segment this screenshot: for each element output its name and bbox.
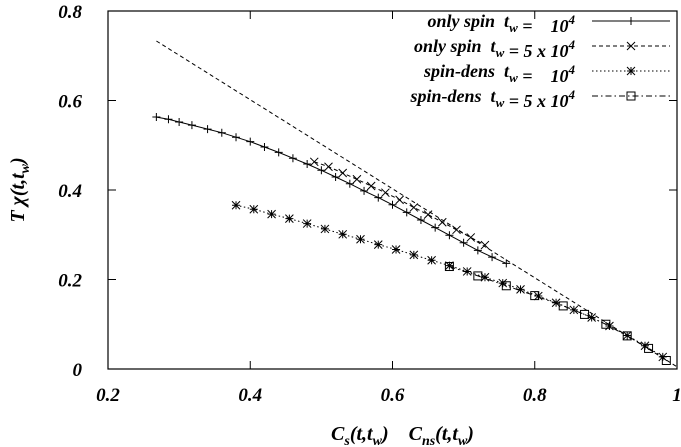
data-point — [203, 125, 212, 134]
data-point — [502, 259, 511, 268]
data-point — [530, 291, 540, 301]
data-point — [626, 66, 636, 76]
y-tick-label: 0.4 — [58, 181, 82, 202]
x-axis-label: Cs(t,tw) Cns(t,tw) — [331, 423, 474, 447]
axis-ticks: 0.2 0.4 0.6 0.8 1 0 0.2 0.4 0.6 0.8 — [58, 2, 681, 406]
data-point — [501, 281, 511, 291]
data-point — [516, 284, 525, 294]
data-point — [320, 224, 330, 234]
data-point — [391, 245, 401, 254]
legend-label: spin-dens tw = 104 — [423, 61, 575, 86]
data-point — [175, 117, 184, 126]
axis-labels: T χ(t,tw) Cs(t,tw) Cns(t,tw) — [7, 157, 474, 447]
data-point — [288, 154, 297, 163]
data-point — [303, 160, 312, 169]
legend-label: only spin tw = 5 x 104 — [414, 36, 575, 61]
data-point — [187, 121, 196, 130]
x-tick-label: 1 — [672, 385, 681, 406]
data-point — [416, 215, 425, 224]
data-point — [246, 137, 255, 146]
x-tick-label: 0.4 — [238, 385, 262, 406]
data-point — [622, 331, 632, 341]
data-point — [466, 233, 476, 242]
data-point — [626, 91, 636, 101]
series-line — [156, 116, 507, 264]
data-point — [488, 253, 497, 262]
x-tick-label: 0.8 — [523, 385, 547, 406]
series-1 — [309, 157, 490, 250]
series-2 — [231, 200, 668, 362]
data-point — [373, 240, 383, 249]
data-point — [267, 209, 276, 219]
legend-label: spin-dens tw = 5 x 104 — [410, 86, 576, 111]
data-point — [644, 343, 654, 353]
data-point — [626, 41, 636, 51]
data-point — [551, 298, 561, 308]
data-point — [395, 195, 404, 205]
data-point — [444, 262, 454, 272]
data-point — [409, 203, 419, 212]
x-tick-label: 0.2 — [96, 385, 120, 406]
y-tick-label: 0.2 — [58, 271, 82, 292]
data-point — [331, 173, 340, 182]
data-point — [381, 188, 390, 198]
data-point — [431, 223, 440, 232]
data-point — [388, 200, 397, 209]
data-point — [423, 210, 433, 219]
data-point — [164, 115, 173, 124]
data-point — [360, 186, 369, 195]
series-3 — [444, 262, 671, 365]
data-point — [324, 162, 333, 172]
data-point — [366, 181, 376, 191]
data-point — [402, 208, 411, 217]
x-tick-label: 0.6 — [381, 385, 405, 406]
series-0 — [152, 113, 511, 268]
data-point — [317, 166, 326, 175]
data-point — [462, 267, 472, 276]
series-line — [156, 40, 678, 368]
data-point — [627, 17, 635, 25]
y-tick-label: 0.8 — [58, 2, 82, 23]
data-point — [473, 271, 483, 281]
series-4 — [156, 40, 678, 368]
data-point — [480, 240, 490, 250]
data-point — [285, 214, 294, 223]
series-line — [235, 204, 664, 358]
data-point — [345, 179, 354, 188]
data-point — [309, 157, 319, 167]
data-point — [437, 217, 447, 227]
data-point — [249, 204, 259, 214]
data-point — [352, 174, 362, 184]
series-layer — [152, 40, 678, 368]
data-point — [409, 250, 419, 260]
data-point — [558, 301, 568, 311]
data-point — [302, 219, 312, 228]
data-point — [338, 229, 348, 239]
data-point — [480, 272, 490, 282]
data-point — [260, 143, 269, 152]
data-point — [473, 246, 482, 255]
data-point — [445, 261, 454, 270]
data-point — [274, 148, 283, 157]
data-point — [459, 238, 468, 247]
data-point — [338, 168, 348, 178]
y-tick-label: 0 — [73, 360, 83, 381]
data-point — [374, 193, 383, 202]
y-tick-label: 0.6 — [58, 92, 82, 113]
data-point — [231, 200, 241, 210]
y-axis-label: T χ(t,tw) — [7, 157, 33, 222]
data-point — [152, 113, 161, 122]
legend-label: only spin tw = 104 — [428, 11, 576, 36]
data-point — [661, 355, 671, 365]
data-point — [232, 133, 241, 142]
data-point — [445, 231, 454, 240]
data-point — [427, 255, 436, 265]
data-point — [217, 128, 226, 137]
data-point — [580, 309, 590, 319]
data-point — [356, 234, 365, 244]
